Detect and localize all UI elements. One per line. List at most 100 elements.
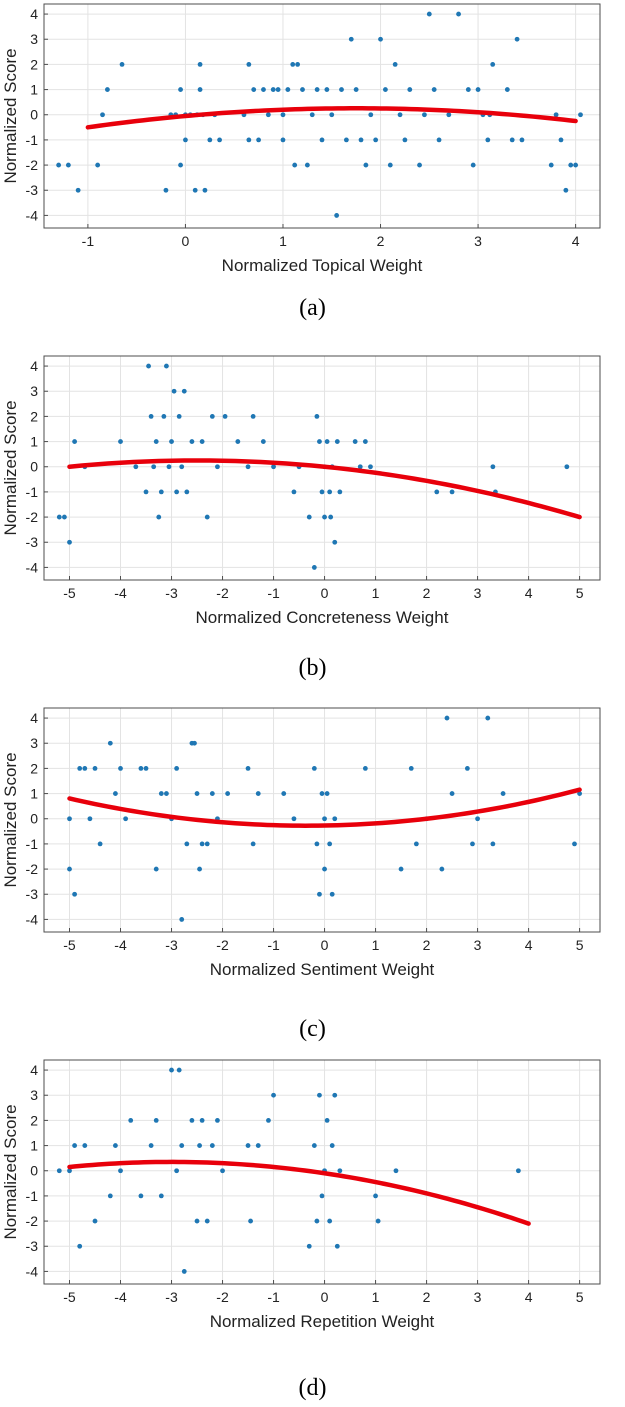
data-point <box>577 791 582 796</box>
data-point <box>56 162 62 168</box>
y-tick-label: -2 <box>26 1213 39 1229</box>
data-point <box>475 87 481 92</box>
data-point <box>490 62 496 67</box>
data-point <box>176 1067 182 1073</box>
data-point <box>138 766 144 771</box>
data-point <box>153 1118 159 1123</box>
data-point <box>334 439 340 444</box>
data-point <box>291 816 297 822</box>
data-point <box>368 464 373 470</box>
x-axis-label: Normalized Sentiment Weight <box>210 960 435 979</box>
data-point <box>119 62 125 67</box>
y-tick-label: 1 <box>30 1138 38 1154</box>
data-point <box>153 866 159 872</box>
data-point <box>72 891 78 897</box>
data-point <box>490 464 496 470</box>
data-point <box>490 841 496 847</box>
data-point <box>431 87 437 92</box>
data-point <box>204 841 210 847</box>
data-point <box>184 841 190 847</box>
x-tick-label: 5 <box>576 1289 584 1305</box>
data-point <box>378 36 383 42</box>
data-point <box>174 1168 180 1174</box>
data-point <box>417 162 422 168</box>
data-point <box>337 1168 343 1174</box>
y-tick-label: 2 <box>30 408 38 424</box>
y-tick-label: 4 <box>30 1062 38 1078</box>
data-point <box>319 489 325 495</box>
data-point <box>189 439 195 444</box>
y-axis-label: Normalized Score <box>1 400 20 535</box>
x-axis-label: Normalized Topical Weight <box>222 256 423 275</box>
scatter-chart-b: -5 -4 -3 -2 -1 0 1 2 3 4 5 -4 -3 -2 -1 0 1 2 3 4 Normalized … <box>1 355 601 627</box>
data-point <box>118 439 123 444</box>
data-point <box>449 791 455 796</box>
y-tick-label: 1 <box>30 82 38 98</box>
x-tick-label: 3 <box>474 585 482 601</box>
data-point <box>373 1193 378 1199</box>
x-tick-label: 2 <box>423 585 431 601</box>
data-point <box>352 439 358 444</box>
data-point <box>573 162 579 168</box>
data-point <box>465 87 471 92</box>
data-point <box>189 1118 195 1123</box>
plot-frame <box>43 355 601 581</box>
data-point <box>275 87 281 92</box>
y-tick-label: 2 <box>30 1112 38 1128</box>
y-tick-label: -2 <box>26 509 39 525</box>
data-point <box>271 1092 276 1098</box>
data-point <box>65 162 71 168</box>
data-point <box>446 112 452 118</box>
data-point <box>183 137 188 143</box>
chart-panel-b: -5 -4 -3 -2 -1 0 1 2 3 4 5 -4 -3 -2 -1 0 1 2 3 4 Normalized … <box>0 352 625 703</box>
data-point <box>398 866 404 872</box>
data-point <box>143 766 149 771</box>
data-point <box>393 1168 399 1174</box>
data-point <box>343 137 349 143</box>
data-point <box>197 1143 202 1148</box>
x-tick-label: -1 <box>82 233 95 249</box>
caption-b: (b) <box>298 655 327 681</box>
data-point <box>207 137 213 143</box>
x-tick-label: -2 <box>216 585 229 601</box>
fit-curve <box>85 106 578 130</box>
y-tick-label: 0 <box>30 107 38 123</box>
data-point <box>397 112 403 118</box>
data-point <box>290 62 296 67</box>
y-tick-label: 3 <box>30 31 38 47</box>
x-tick-label: 0 <box>182 233 190 249</box>
data-point <box>314 841 320 847</box>
data-point <box>439 866 445 872</box>
x-tick-label: 5 <box>576 585 584 601</box>
x-tick-label: 3 <box>474 233 482 249</box>
data-point <box>324 791 330 796</box>
chart-panel-d: -5 -4 -3 -2 -1 0 1 2 3 4 5 -4 -3 -2 -1 0 1 2 3 4 Normalized … <box>0 1056 625 1407</box>
data-point <box>143 489 149 495</box>
data-point <box>62 514 67 520</box>
data-point <box>194 1218 200 1224</box>
data-point <box>322 816 327 822</box>
data-point <box>67 816 72 822</box>
x-tick-label: -4 <box>114 585 127 601</box>
data-point <box>311 565 317 570</box>
caption-a: (a) <box>299 295 326 321</box>
plot-frame <box>43 707 601 933</box>
data-point <box>324 439 330 444</box>
data-point <box>324 87 330 92</box>
data-point <box>280 112 286 118</box>
data-point <box>204 514 210 520</box>
data-point <box>332 1092 338 1098</box>
y-tick-label: -3 <box>26 534 39 550</box>
data-point <box>317 439 322 444</box>
data-point <box>82 1143 88 1148</box>
data-point <box>260 439 266 444</box>
data-point <box>553 112 559 118</box>
data-point <box>181 1269 187 1274</box>
data-point <box>192 740 197 746</box>
x-tick-label: 3 <box>474 937 482 953</box>
data-point <box>199 439 205 444</box>
data-point <box>161 414 167 419</box>
data-point <box>100 112 105 118</box>
data-point <box>413 841 419 847</box>
